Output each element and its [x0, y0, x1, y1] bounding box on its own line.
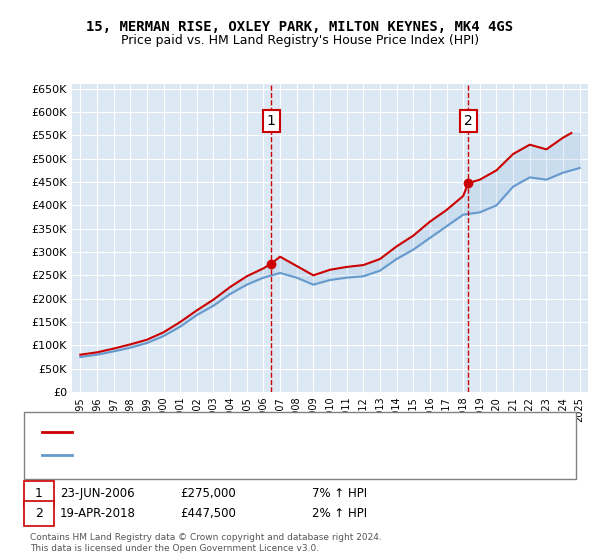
Text: £447,500: £447,500: [180, 507, 236, 520]
Text: Contains HM Land Registry data © Crown copyright and database right 2024.
This d: Contains HM Land Registry data © Crown c…: [30, 533, 382, 553]
Text: 1: 1: [267, 114, 275, 128]
Text: Price paid vs. HM Land Registry's House Price Index (HPI): Price paid vs. HM Land Registry's House …: [121, 34, 479, 46]
Text: HPI: Average price, detached house, Milton Keynes: HPI: Average price, detached house, Milt…: [78, 450, 343, 460]
Text: 1: 1: [35, 487, 43, 501]
Text: 2: 2: [35, 507, 43, 520]
Text: 2% ↑ HPI: 2% ↑ HPI: [312, 507, 367, 520]
Text: £275,000: £275,000: [180, 487, 236, 501]
Text: 2: 2: [464, 114, 473, 128]
Text: 23-JUN-2006: 23-JUN-2006: [60, 487, 134, 501]
Text: 15, MERMAN RISE, OXLEY PARK, MILTON KEYNES, MK4 4GS: 15, MERMAN RISE, OXLEY PARK, MILTON KEYN…: [86, 20, 514, 34]
Text: 15, MERMAN RISE, OXLEY PARK, MILTON KEYNES, MK4 4GS (detached house): 15, MERMAN RISE, OXLEY PARK, MILTON KEYN…: [78, 427, 478, 437]
Text: 7% ↑ HPI: 7% ↑ HPI: [312, 487, 367, 501]
Text: 19-APR-2018: 19-APR-2018: [60, 507, 136, 520]
